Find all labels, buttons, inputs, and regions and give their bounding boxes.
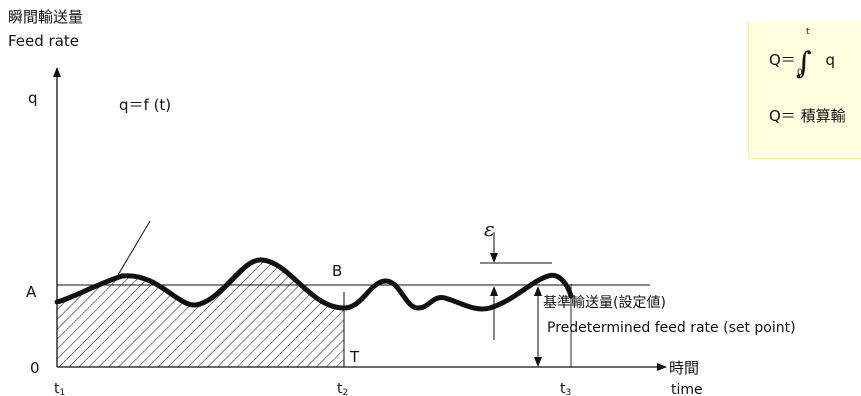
x-axis-title-en: time	[671, 382, 703, 396]
integral-lower-limit: 0	[797, 68, 803, 78]
integral-upper-limit: t	[806, 27, 810, 37]
t2-label: t2	[337, 381, 348, 396]
integral-formula: Q＝∫ q	[769, 46, 835, 81]
curve-leader	[117, 220, 151, 276]
setpoint-label-en: Predetermined feed rate (set point)	[547, 320, 796, 336]
origin-label: 0	[30, 359, 40, 377]
y-axis-title-en: Feed rate	[8, 32, 79, 50]
x-axis-title-jp: 時間	[669, 359, 699, 377]
integral-sign: ∫	[795, 46, 812, 81]
point-t-label: T	[349, 348, 360, 366]
integrated-area-hatch	[57, 259, 344, 367]
formula-integrand: q	[825, 51, 835, 69]
t3-label: t3	[560, 381, 571, 396]
y-axis-symbol: q	[28, 89, 38, 107]
formula-box: Q＝∫ q t 0 Q＝ 積算輸	[748, 22, 861, 159]
formula-prefix: Q＝	[769, 51, 796, 69]
t1-label: t1	[54, 381, 65, 396]
curve-label: q＝f (t)	[119, 96, 171, 114]
integrated-total-formula: Q＝ 積算輸	[769, 107, 846, 125]
y-axis-title-jp: 瞬間輸送量	[8, 8, 83, 26]
feed-rate-curve	[54, 257, 574, 312]
epsilon-label: ε	[484, 217, 495, 241]
level-a-label: A	[26, 283, 37, 301]
setpoint-label-jp: 基準輸送量(設定値)	[543, 294, 666, 311]
point-b-label: B	[332, 262, 342, 280]
